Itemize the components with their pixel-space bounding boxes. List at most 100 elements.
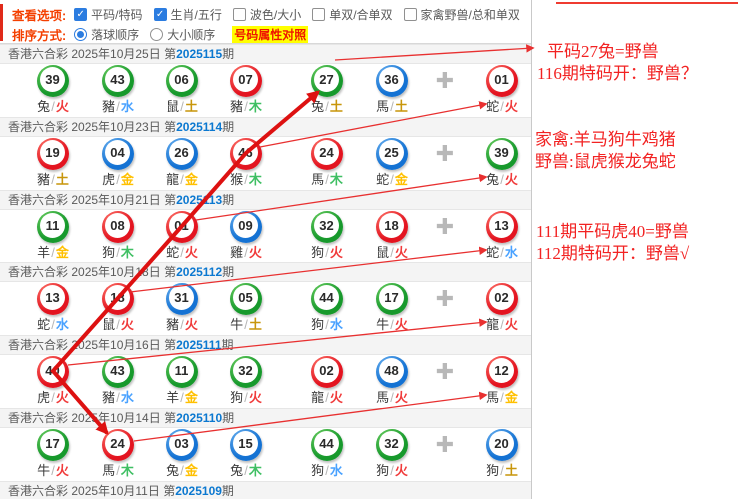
radio-icon[interactable] — [74, 27, 88, 41]
lottery-ball: 40 — [37, 356, 69, 389]
zodiac-cell: 虎/金 — [86, 171, 150, 188]
element-char: 木 — [329, 171, 343, 187]
element-char: 火 — [394, 462, 408, 478]
zodiac-char: 鼠 — [102, 317, 116, 333]
zodiac-cell: 鼠/火 — [360, 244, 424, 261]
period-prefix: 第 — [164, 338, 177, 353]
zodiac-row: 牛/火 馬/木 兔/金 兔/木 狗/水 狗/火 狗/土 — [0, 462, 531, 480]
element-char: 水 — [329, 462, 343, 478]
ball-number: 12 — [489, 358, 514, 384]
draw-date: 2025年10月25日 — [71, 47, 165, 61]
draw-period: 2025112 — [176, 265, 223, 280]
ball-cell: 25 — [376, 137, 408, 170]
radio-option[interactable]: 落球顺序 — [74, 26, 139, 43]
checkbox-icon[interactable]: ✓ — [153, 7, 167, 21]
compare-link[interactable]: 号码属性对照 — [232, 25, 309, 43]
zodiac-cell: 鼠/土 — [150, 98, 214, 115]
ball-cell: 39 — [486, 137, 518, 170]
lottery-ball: 13 — [486, 210, 518, 243]
zodiac-cell: 龍/金 — [150, 171, 214, 188]
zodiac-cell: 虎/火 — [21, 389, 85, 406]
lottery-name: 香港六合彩 — [8, 47, 72, 61]
lottery-ball: 11 — [166, 356, 198, 389]
zodiac-cell: 豬/木 — [214, 98, 278, 115]
lottery-ball: 31 — [166, 283, 198, 316]
lottery-ball: 32 — [230, 356, 262, 389]
zodiac-cell: 兔/木 — [214, 462, 278, 479]
element-char: 木 — [248, 171, 262, 187]
ball-cell: 11 — [166, 356, 198, 389]
zodiac-char: 牛 — [376, 317, 390, 333]
zodiac-cell: 鼠/火 — [86, 316, 150, 333]
zodiac-cell: 狗/火 — [360, 462, 424, 479]
lottery-ball: 18 — [102, 283, 134, 316]
ball-cell: 12 — [486, 356, 518, 389]
ball-cell: 07 — [230, 65, 262, 97]
ball-cell: 31 — [166, 283, 198, 316]
element-char: 水 — [120, 390, 134, 406]
element-char: 土 — [329, 99, 343, 114]
draw-period: 2025109 — [175, 483, 222, 498]
draw-block: 香港六合彩 2025年10月25日 第2025115期 39 43 06 07 27 36 ✚… — [0, 44, 531, 117]
ball-number: 11 — [40, 212, 65, 238]
checkbox-icon[interactable] — [312, 7, 326, 21]
element-char: 火 — [394, 244, 408, 260]
element-char: 水 — [55, 317, 69, 333]
ball-number: 25 — [379, 139, 404, 165]
slash-separator: / — [180, 462, 184, 478]
zodiac-char: 狗 — [376, 462, 390, 478]
ball-number: 07 — [233, 67, 258, 92]
element-char: 土 — [55, 171, 69, 187]
checkbox-option[interactable]: 波色/大小 — [232, 6, 301, 23]
ball-number: 08 — [105, 212, 130, 238]
view-options-label: 查看选项: — [12, 8, 67, 23]
checkbox-icon[interactable] — [403, 7, 417, 21]
zodiac-cell: 羊/金 — [21, 244, 85, 261]
period-prefix: 第 — [164, 192, 177, 207]
zodiac-cell: 猴/木 — [214, 171, 278, 188]
zodiac-cell: 狗/火 — [295, 244, 359, 261]
checkbox-icon[interactable] — [232, 7, 246, 21]
plus-icon: ✚ — [435, 140, 455, 166]
lottery-ball: 01 — [166, 210, 198, 243]
zodiac-char: 猴 — [230, 171, 244, 187]
checkbox-icon[interactable]: ✓ — [74, 7, 88, 21]
zodiac-cell: 蛇/金 — [360, 171, 424, 188]
lottery-ball: 44 — [311, 428, 343, 461]
ball-cell: 32 — [311, 210, 343, 243]
ball-cell: 11 — [37, 210, 69, 243]
plus-icon: ✚ — [435, 359, 455, 385]
zodiac-cell: 馬/火 — [360, 389, 424, 406]
element-char: 水 — [504, 244, 518, 260]
sort-options-row: 排序方式: 落球顺序 大小顺序 号码属性对照 — [12, 25, 531, 43]
draw-period: 2025113 — [176, 192, 223, 207]
checkbox-option[interactable]: 家禽野兽/总和单双 — [403, 6, 520, 23]
options-bar: 查看选项: ✓ 平码/特码 ✓ 生肖/五行 波色/大小 单双/合单双 家禽野兽/总和单双 排… — [0, 0, 531, 44]
zodiac-char: 馬 — [102, 462, 116, 478]
radio-option[interactable]: 大小顺序 — [150, 26, 215, 43]
ball-cell: 18 — [376, 210, 408, 243]
zodiac-cell: 牛/火 — [21, 462, 85, 479]
checkbox-option[interactable]: 单双/合单双 — [312, 6, 393, 23]
balls-row: 40 43 11 32 02 48 ✚ 12 — [0, 355, 531, 389]
zodiac-char: 羊 — [166, 390, 180, 406]
zodiac-char: 狗 — [486, 462, 500, 478]
checkbox-option[interactable]: ✓ 平码/特码 — [74, 6, 143, 23]
element-char: 水 — [329, 317, 343, 333]
sort-options-label: 排序方式: — [12, 28, 67, 43]
element-char: 火 — [329, 390, 343, 406]
zodiac-cell: 蛇/水 — [470, 244, 534, 261]
ball-number: 39 — [489, 139, 514, 165]
balls-row: 19 04 26 46 24 25 ✚ 39 — [0, 137, 531, 171]
element-char: 火 — [504, 99, 518, 114]
checkbox-option[interactable]: ✓ 生肖/五行 — [153, 6, 222, 23]
radio-icon[interactable] — [150, 27, 164, 41]
slash-separator: / — [390, 462, 394, 478]
checkbox-label: 单双/合单双 — [329, 7, 393, 22]
balls-row: 39 43 06 07 27 36 ✚ 01 — [0, 64, 531, 98]
zodiac-char: 豬 — [37, 171, 51, 187]
ball-cell: 03 — [166, 428, 198, 461]
lottery-name: 香港六合彩 — [8, 119, 72, 134]
element-char: 金 — [394, 171, 408, 187]
